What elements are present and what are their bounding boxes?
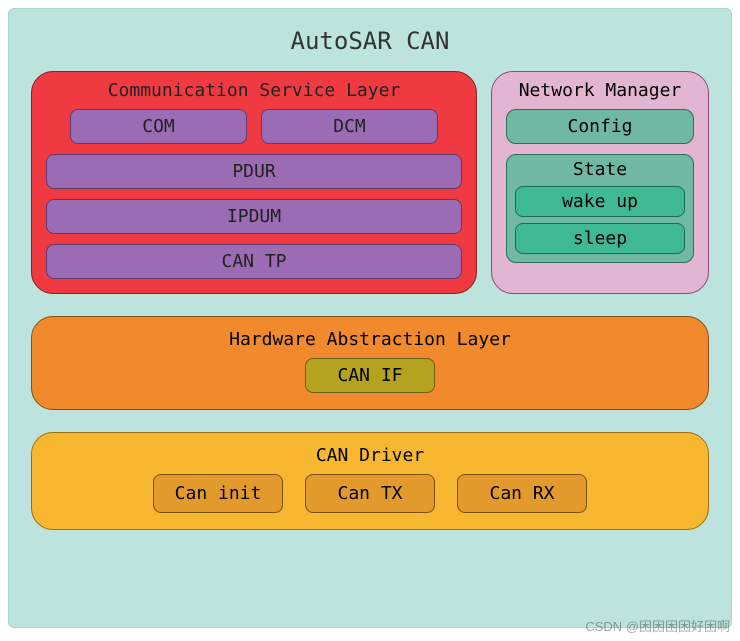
communication-service-layer: Communication Service Layer COM DCM PDUR… [31,71,477,294]
top-row: Communication Service Layer COM DCM PDUR… [31,71,709,294]
net-title: Network Manager [506,80,694,101]
driver-title: CAN Driver [46,445,694,466]
hal-block-canif: CAN IF [305,358,435,393]
comm-row1: COM DCM [46,109,462,144]
state-wakeup: wake up [515,186,685,217]
network-manager: Network Manager Config State wake up sle… [491,71,709,294]
driver-block-rx: Can RX [457,474,587,513]
hal-title: Hardware Abstraction Layer [46,329,694,350]
outer-container: AutoSAR CAN Communication Service Layer … [8,8,732,628]
state-title: State [515,159,685,180]
comm-title: Communication Service Layer [46,80,462,101]
comm-block-com: COM [70,109,247,144]
hardware-abstraction-layer: Hardware Abstraction Layer CAN IF [31,316,709,410]
watermark: CSDN @困困困困好困啊 [585,616,730,635]
can-driver: CAN Driver Can init Can TX Can RX [31,432,709,530]
net-config: Config [506,109,694,144]
comm-block-pdur: PDUR [46,154,462,189]
diagram-title: AutoSAR CAN [31,27,709,55]
driver-block-tx: Can TX [305,474,435,513]
comm-block-ipdum: IPDUM [46,199,462,234]
canvas: AutoSAR CAN Communication Service Layer … [0,0,740,641]
driver-block-init: Can init [153,474,283,513]
net-state: State wake up sleep [506,154,694,263]
comm-block-cantp: CAN TP [46,244,462,279]
driver-row: Can init Can TX Can RX [46,474,694,513]
state-sleep: sleep [515,223,685,254]
comm-block-dcm: DCM [261,109,438,144]
